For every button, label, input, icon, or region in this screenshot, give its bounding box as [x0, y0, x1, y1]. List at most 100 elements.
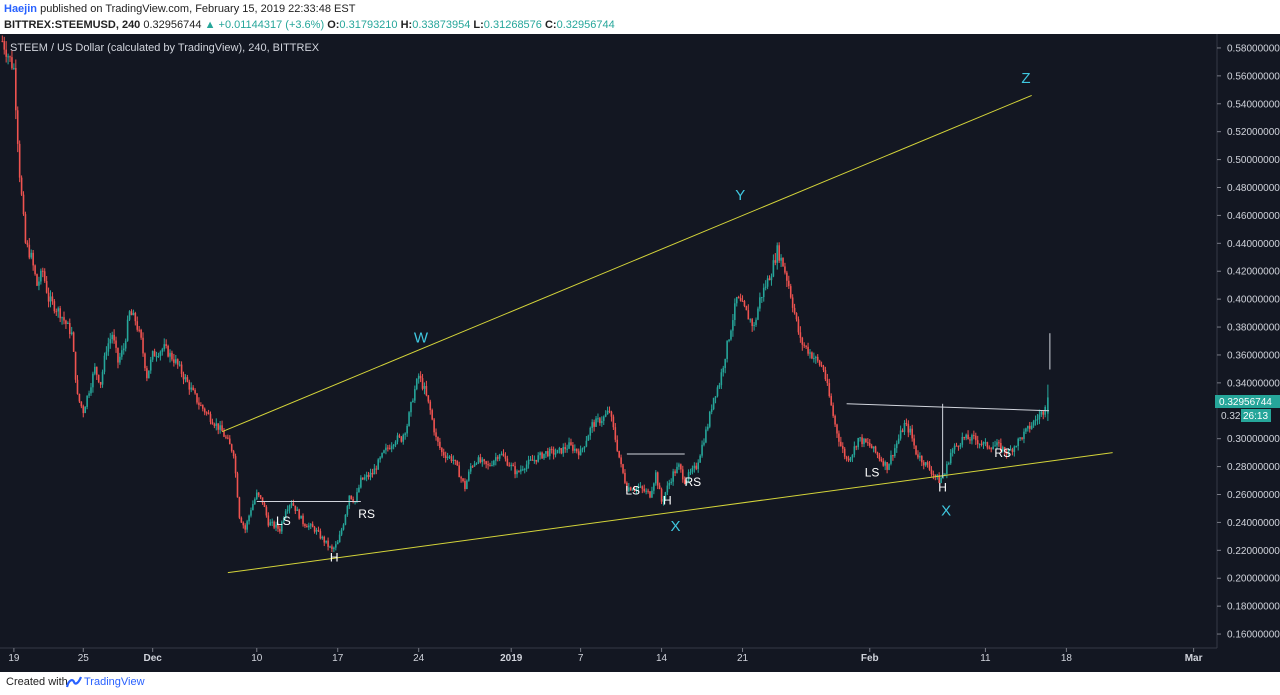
- candle-body: [932, 474, 935, 476]
- candle-body: [550, 448, 553, 450]
- candle-body: [527, 459, 530, 465]
- footer: Created with TradingView: [0, 672, 1280, 695]
- candle-body: [288, 505, 291, 510]
- candle-body: [367, 474, 370, 477]
- candle-body: [585, 440, 588, 447]
- candle-body: [778, 245, 780, 261]
- high-label: H:: [400, 19, 413, 31]
- pattern-label-H: H: [938, 481, 947, 495]
- candle-body: [786, 272, 788, 281]
- candle-body: [471, 466, 474, 468]
- time-tick-label: Mar: [1185, 653, 1203, 664]
- candle-body: [55, 311, 58, 313]
- candle-body: [94, 366, 96, 374]
- candle-body: [921, 456, 923, 463]
- last-price: 0.32956744: [143, 19, 202, 31]
- candle-body: [11, 57, 13, 69]
- candle-body: [28, 244, 31, 258]
- candle-body: [475, 463, 478, 465]
- candle-body: [296, 509, 299, 511]
- candle-body: [315, 530, 318, 532]
- candle-body: [473, 463, 476, 467]
- candle-body: [803, 344, 806, 346]
- candle-body: [888, 463, 890, 470]
- candle-body: [772, 260, 775, 277]
- candle-body: [668, 483, 671, 486]
- candle-body: [895, 443, 898, 449]
- candle-body: [421, 378, 424, 389]
- tradingview-link[interactable]: TradingView: [84, 676, 145, 688]
- candle-body: [344, 514, 347, 525]
- candle-body: [400, 436, 403, 442]
- author-link[interactable]: Haejin: [4, 3, 38, 15]
- candle-body: [924, 462, 927, 466]
- candle-body: [658, 485, 661, 490]
- price-tick-label: 0.40000000: [1227, 295, 1280, 306]
- candle-body: [809, 352, 811, 354]
- candle-body: [230, 444, 233, 452]
- chart-background: [0, 34, 1280, 672]
- candle-body: [978, 443, 981, 445]
- candle-body: [762, 287, 765, 298]
- candle-body: [132, 312, 135, 316]
- candle-body: [976, 440, 979, 445]
- candle-body: [965, 434, 967, 439]
- candle-body: [973, 435, 975, 437]
- candle-body: [371, 472, 374, 475]
- candle-body: [525, 464, 528, 470]
- candle-body: [84, 406, 87, 414]
- candle-body: [799, 332, 802, 338]
- candlestick-series: [1, 35, 1051, 553]
- price-tick-label: 0.24000000: [1227, 518, 1280, 529]
- candle-body: [171, 352, 173, 360]
- candle-body: [572, 444, 574, 451]
- candle-body: [186, 377, 189, 382]
- candle-body: [699, 455, 701, 463]
- price-axis[interactable]: 0.58000000 0.56000000 0.54000000 0.52000000…: [1217, 43, 1280, 641]
- candle-body: [13, 67, 15, 69]
- upper-trendline[interactable]: [221, 94, 1032, 433]
- candle-body: [574, 448, 576, 451]
- candle-body: [175, 359, 177, 363]
- candle-body: [697, 462, 700, 469]
- candle-body: [660, 489, 663, 502]
- candle-body: [695, 465, 698, 469]
- candle-body: [560, 448, 563, 454]
- candle-body: [468, 471, 470, 481]
- candle-body: [635, 487, 638, 490]
- candle-body: [323, 536, 326, 543]
- candle-body: [791, 297, 794, 308]
- price-chart[interactable]: STEEM / US Dollar (calculated by Trading…: [0, 34, 1280, 672]
- candle-body: [68, 323, 71, 335]
- candle-body: [687, 472, 690, 481]
- candle-body: [373, 468, 376, 475]
- candle-body: [826, 379, 829, 384]
- pattern-label-RS: RS: [994, 446, 1011, 460]
- candle-body: [718, 385, 721, 388]
- candle-body: [95, 366, 98, 375]
- candle-body: [575, 448, 578, 452]
- neckline-feb[interactable]: [846, 403, 1050, 412]
- candle-body: [414, 389, 416, 401]
- candle-body: [43, 271, 46, 282]
- open-label: O:: [327, 19, 340, 31]
- candle-body: [743, 301, 746, 307]
- candle-body: [363, 477, 366, 480]
- candle-body: [410, 402, 412, 413]
- candle-body: [753, 324, 755, 326]
- candle-body: [940, 477, 942, 484]
- candle-body: [383, 450, 385, 453]
- candle-body: [766, 278, 769, 287]
- lower-trendline[interactable]: [227, 452, 1113, 574]
- candle-body: [76, 379, 79, 394]
- candle-body: [535, 459, 538, 462]
- time-axis[interactable]: 19 25 Dec 10 17 24 2019 7 14 21 Feb 11 18 Mar: [8, 648, 1203, 664]
- candle-body: [795, 313, 798, 320]
- time-tick-label: 21: [737, 653, 749, 664]
- candle-body: [157, 356, 160, 358]
- price-tick-label: 0.44000000: [1227, 239, 1280, 250]
- wave-label-Z: Z: [1021, 70, 1030, 87]
- price-tick-label: 0.30000000: [1227, 434, 1280, 445]
- candle-body: [192, 387, 194, 391]
- countdown-value: 26:13: [1243, 411, 1268, 422]
